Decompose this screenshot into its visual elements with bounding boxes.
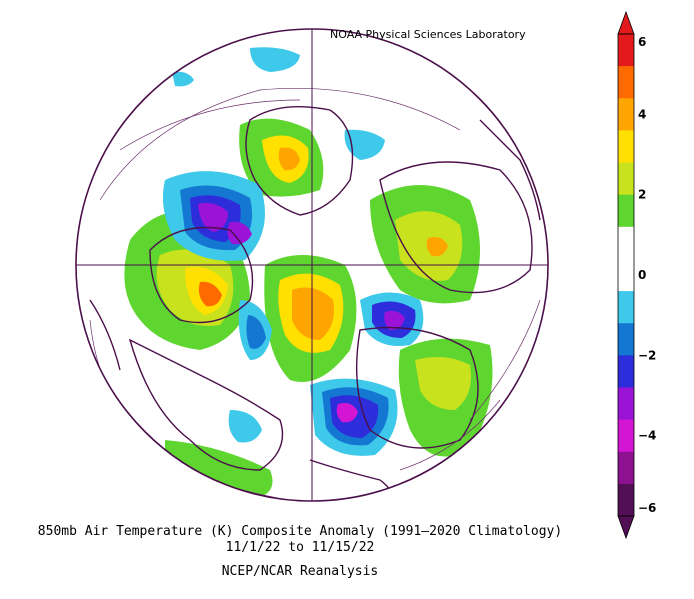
colorbar-segment [618,66,634,99]
colorbar-segment [618,162,634,196]
cool-region-small-left [172,71,194,87]
cool-region-hudson-core [246,315,266,349]
colorbar-segment [618,451,634,485]
colorbar-tick-label: −4 [638,429,656,443]
warm-region-east-asia-core [415,356,471,410]
figure-caption-title: 850mb Air Temperature (K) Composite Anom… [37,524,563,539]
colorbar-segment [618,483,634,517]
warm-region-europe-peak [426,237,448,257]
colorbar-bottom-arrow [617,515,635,540]
cool-region-top-right [344,129,385,160]
figure-caption-source: NCEP/NCAR Reanalysis [221,564,379,579]
colorbar-tick-label: −6 [638,501,656,515]
anomaly-fields [76,29,548,501]
colorbar-segment [618,98,634,131]
colorbar-tick-label: −2 [638,348,656,362]
colorbar-segment [618,258,634,292]
colorbar-outline [617,33,635,517]
colorbar-tick-label: 6 [638,35,646,49]
cool-region-siberia-peak [384,310,405,330]
warm-region-pacific [165,440,273,500]
cool-region-greenland-peak [198,203,228,232]
colorbar-segment [618,387,634,421]
colorbar-tick-label: 2 [638,188,646,202]
colorbar-segment [618,34,634,67]
colorbar-segment [618,419,634,453]
cool-region-greenland-peak-2 [227,221,252,245]
polar-map [75,28,549,502]
credit-label: NOAA Physical Sciences Laboratory [330,28,526,41]
colorbar-segment [618,291,634,324]
colorbar-tick-label: 4 [638,107,646,121]
warm-region-canada-peak [198,281,222,307]
globe-outline [75,28,549,502]
cool-region-alaska-peak [336,403,358,423]
warm-region-north-atlantic-peak [278,147,300,171]
colorbar-segment [618,226,634,260]
warm-region-arctic-central-inner [292,287,335,340]
colorbar-tick-label: 0 [638,268,646,282]
colorbar-segment [618,194,634,228]
colorbar: 6 4 2 0 −2 −4 −6 [617,10,656,540]
cool-region-bering [228,410,262,443]
colorbar-segment [618,355,634,388]
colorbar-top-arrow [617,10,635,35]
colorbar-segment [618,130,634,164]
cool-region-top [250,47,300,72]
colorbar-segment [618,323,634,356]
figure-caption-dates: 11/1/22 to 11/15/22 [225,540,375,555]
